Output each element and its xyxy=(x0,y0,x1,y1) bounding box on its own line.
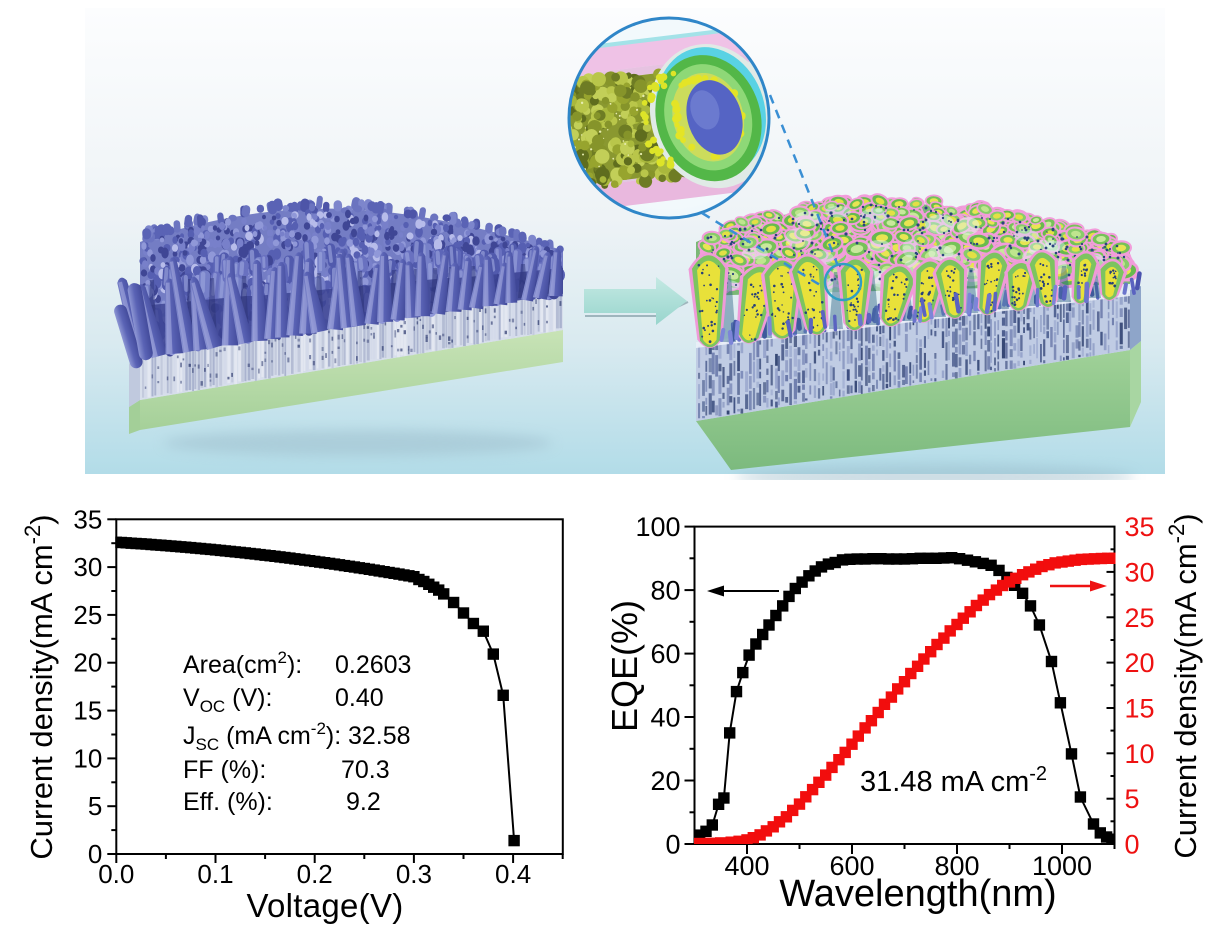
svg-text:Wavelength(nm): Wavelength(nm) xyxy=(779,873,1056,915)
svg-text:20: 20 xyxy=(650,766,680,796)
svg-text:35: 35 xyxy=(1125,512,1155,542)
svg-text:20: 20 xyxy=(1125,648,1155,678)
svg-text:30: 30 xyxy=(1125,557,1155,587)
svg-text:60: 60 xyxy=(650,639,680,669)
svg-text:31.48 mA cm-2: 31.48 mA cm-2 xyxy=(860,763,1047,798)
svg-text:25: 25 xyxy=(1125,603,1155,633)
svg-text:80: 80 xyxy=(650,576,680,606)
svg-text:EQE(%): EQE(%) xyxy=(604,600,645,732)
svg-text:0: 0 xyxy=(1125,830,1140,860)
svg-text:0: 0 xyxy=(665,830,680,860)
svg-text:15: 15 xyxy=(1125,694,1155,724)
svg-text:Current density(mA cm-2): Current density(mA cm-2) xyxy=(1164,513,1203,858)
svg-text:5: 5 xyxy=(1125,784,1140,814)
svg-text:100: 100 xyxy=(635,512,680,542)
svg-text:40: 40 xyxy=(650,703,680,733)
svg-text:10: 10 xyxy=(1125,739,1155,769)
svg-text:400: 400 xyxy=(724,851,769,881)
